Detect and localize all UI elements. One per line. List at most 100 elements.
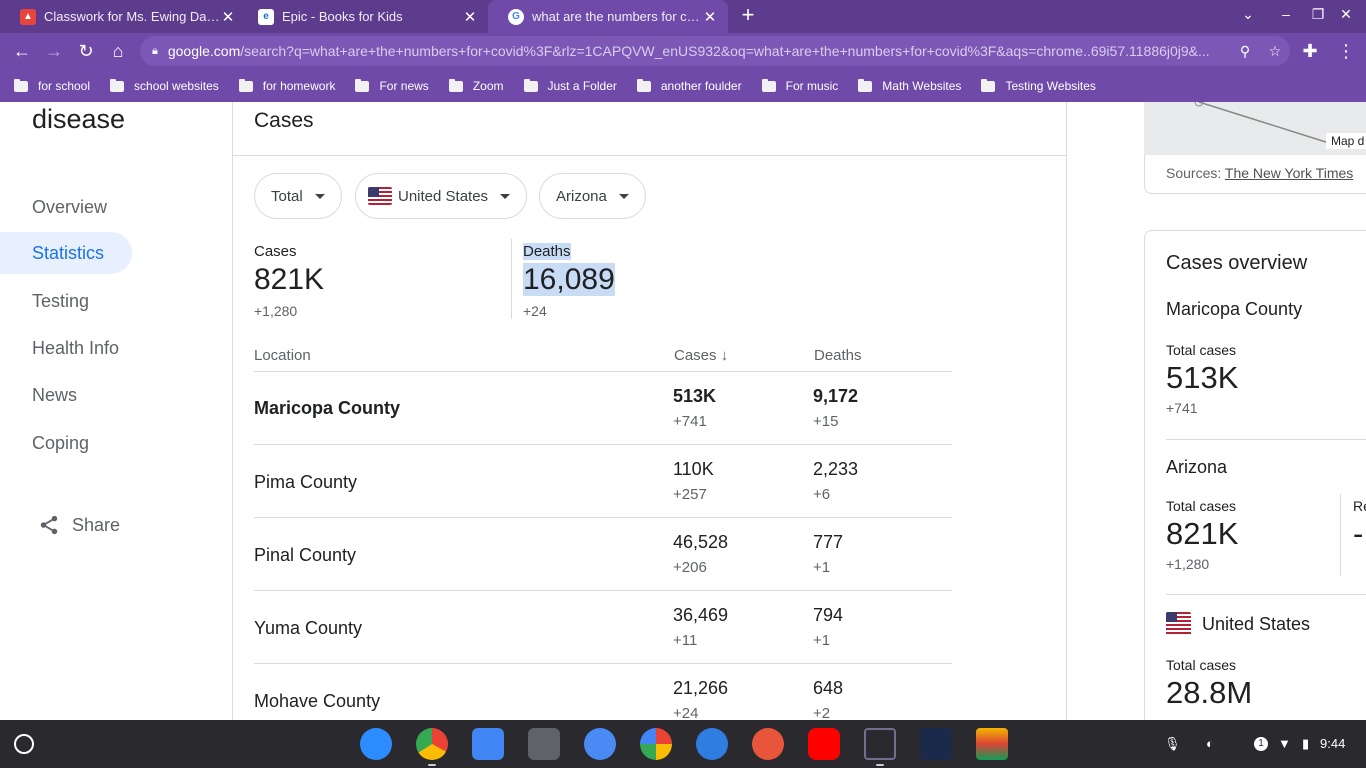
column-header-cases[interactable]: Cases ↓ — [674, 347, 728, 364]
folder-icon — [981, 78, 996, 92]
tab-search-icon[interactable]: ⌄ — [1242, 6, 1254, 22]
close-icon[interactable]: ✕ — [703, 8, 717, 26]
close-icon[interactable]: ✕ — [463, 8, 477, 26]
bookmark-folder[interactable]: another foulder — [636, 78, 742, 93]
divider — [254, 590, 952, 591]
bookmark-folder[interactable]: school websites — [110, 78, 219, 93]
photos-app-icon[interactable] — [640, 728, 672, 760]
launcher-icon[interactable] — [14, 734, 34, 754]
sidebar-item-overview[interactable]: Overview — [32, 197, 108, 217]
youtube-app-icon[interactable] — [808, 728, 840, 760]
folder-icon — [110, 78, 125, 92]
filter-country-dropdown[interactable]: United States — [355, 173, 528, 219]
bookmark-folder[interactable]: for school — [14, 78, 90, 93]
table-row-deaths-change: +2 — [813, 705, 831, 720]
files-app-icon[interactable] — [472, 728, 504, 760]
us-flag-icon — [368, 187, 392, 205]
divider — [233, 155, 1066, 156]
table-row-cases-change: +24 — [673, 705, 699, 720]
sources-link[interactable]: The New York Times — [1224, 165, 1354, 181]
filter-label: Total — [271, 187, 303, 205]
bookmark-folder[interactable]: Just a Folder — [523, 78, 617, 93]
url-text[interactable]: google.com/search?q=what+are+the+numbers… — [168, 43, 1230, 59]
table-row-location[interactable]: Mohave County — [254, 691, 381, 711]
chrome-app-icon[interactable] — [416, 728, 448, 760]
sidebar-item-news[interactable]: News — [32, 385, 78, 405]
tab-epic[interactable]: e Epic - Books for Kids ✕ — [238, 0, 488, 33]
kiwi-app-icon[interactable] — [696, 728, 728, 760]
bookmark-folder[interactable]: Testing Websites — [981, 78, 1096, 93]
overview-region-name: United States — [1202, 613, 1311, 634]
cases-value: 821K — [254, 263, 325, 296]
table-row-location[interactable]: Maricopa County — [254, 398, 401, 418]
bookmark-star-icon[interactable]: ☆ — [1268, 42, 1282, 59]
tab-classwork[interactable]: ▲ Classwork for Ms. Ewing Daily A ✕ — [0, 0, 246, 33]
share-icon — [40, 515, 58, 535]
map-preview[interactable]: Map d — [1144, 102, 1366, 155]
bookmark-folder[interactable]: Zoom — [448, 78, 504, 93]
location-icon[interactable]: ⚲ — [1239, 42, 1251, 59]
pointer-app-icon[interactable] — [864, 728, 896, 760]
menu-icon[interactable]: ⋮ — [1337, 41, 1355, 61]
audio-icon[interactable]: ◐ — [1206, 736, 1214, 751]
table-row-deaths: 9,172 — [813, 386, 859, 406]
cases-label: Cases — [254, 243, 297, 260]
minimize-icon[interactable]: – — [1282, 6, 1290, 22]
bookmark-folder[interactable]: Math Websites — [858, 78, 962, 93]
battery-icon[interactable]: ▮ — [1302, 736, 1310, 751]
address-bar[interactable]: 🔒︎ google.com/search?q=what+are+the+numb… — [140, 36, 1290, 66]
overview-region-name: Maricopa County — [1166, 299, 1303, 319]
overview-region-us: United States — [1166, 612, 1310, 636]
tab-google-search[interactable]: G what are the numbers for covid? ✕ — [488, 0, 728, 33]
google-icon: G — [508, 8, 524, 25]
reload-icon[interactable]: ↻ — [78, 41, 94, 61]
divider — [1340, 494, 1341, 576]
table-row-location[interactable]: Pinal County — [254, 545, 357, 565]
filter-total-dropdown[interactable]: Total — [254, 173, 342, 219]
overview-total-value: 513K — [1166, 360, 1239, 395]
tab-title: Classwork for Ms. Ewing Daily A — [44, 9, 220, 24]
maximize-icon[interactable]: ❐ — [1311, 6, 1325, 22]
wifi-icon[interactable]: ▼ — [1278, 736, 1291, 751]
science-app-icon[interactable] — [752, 728, 784, 760]
calculator-app-icon[interactable] — [528, 728, 560, 760]
clock[interactable]: 9:44 — [1320, 736, 1346, 751]
overview-region-name: Arizona — [1166, 457, 1228, 477]
deaths-value: 16,089 — [523, 263, 615, 296]
forward-icon[interactable]: → — [45, 41, 63, 61]
microphone-icon[interactable]: 🎙︎ — [1164, 736, 1181, 751]
back-icon[interactable]: ← — [13, 41, 31, 61]
s-app-icon[interactable] — [976, 728, 1008, 760]
close-icon[interactable]: ✕ — [221, 8, 235, 26]
table-row-location[interactable]: Yuma County — [254, 618, 363, 638]
table-row-location[interactable]: Pima County — [254, 472, 358, 492]
divider — [1166, 594, 1366, 595]
overview-total-value: 821K — [1166, 516, 1239, 551]
home-icon[interactable]: ⌂ — [112, 41, 124, 61]
sidebar-item-testing[interactable]: Testing — [32, 291, 90, 311]
filter-region-dropdown[interactable]: Arizona — [539, 173, 646, 219]
extensions-icon[interactable]: ✚ — [1302, 41, 1318, 61]
settings-app-icon[interactable] — [584, 728, 616, 760]
new-tab-button[interactable]: + — [741, 2, 755, 27]
code-app-icon[interactable] — [920, 728, 952, 760]
folder-icon — [355, 78, 370, 92]
column-header-label: Cases — [674, 347, 717, 364]
table-row-deaths: 777 — [813, 532, 844, 552]
bookmark-label: Math Websites — [882, 79, 962, 93]
bookmark-folder[interactable]: For news — [355, 78, 429, 93]
cases-card: Cases Total United States Arizona Cases … — [232, 102, 1067, 720]
overview-total-label: Total cases — [1166, 657, 1237, 673]
overview-total-label: Total cases — [1166, 342, 1237, 358]
share-button[interactable]: Share — [38, 514, 120, 536]
notification-count[interactable]: 1 — [1254, 737, 1268, 751]
bookmark-folder[interactable]: For music — [761, 78, 838, 93]
sidebar-item-coping[interactable]: Coping — [32, 433, 90, 453]
column-header-deaths[interactable]: Deaths — [814, 347, 862, 364]
bookmark-folder[interactable]: for homework — [238, 78, 335, 93]
sidebar-item-statistics[interactable]: Statistics — [0, 232, 132, 274]
close-window-icon[interactable]: ✕ — [1340, 6, 1352, 22]
overview-total-change: +1,280 — [1166, 556, 1210, 572]
sidebar-item-health-info[interactable]: Health Info — [32, 338, 120, 358]
zoom-app-icon[interactable] — [360, 728, 392, 760]
